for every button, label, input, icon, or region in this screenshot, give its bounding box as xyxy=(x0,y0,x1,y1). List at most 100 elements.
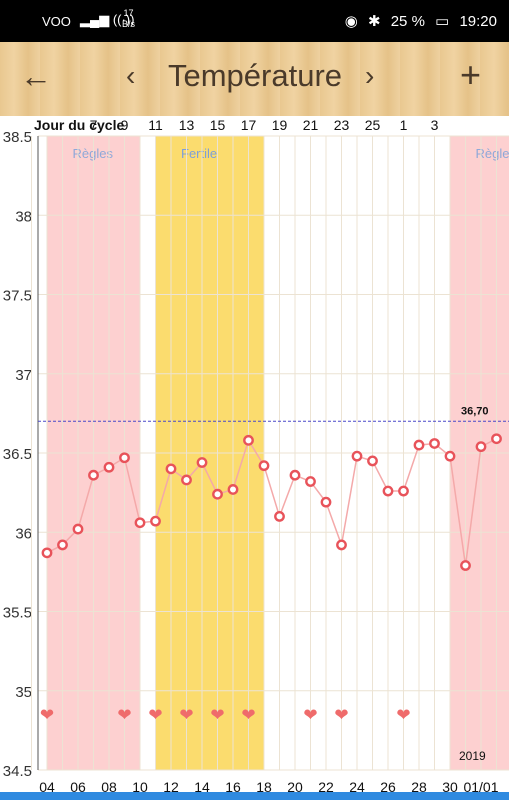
temperature-point[interactable] xyxy=(475,441,487,453)
heart-icon: ❤ xyxy=(303,706,317,725)
date-tick-label: 18 xyxy=(256,779,272,795)
date-tick-label: 01/01 xyxy=(463,779,498,795)
temperature-point[interactable] xyxy=(181,474,192,486)
temperature-point[interactable] xyxy=(227,484,239,495)
temperature-point[interactable] xyxy=(367,455,378,467)
year-label: 2019 xyxy=(459,749,486,763)
cycle-day-label: 15 xyxy=(210,117,226,133)
band-label-period: Règles xyxy=(73,146,114,161)
heart-icon: ❤ xyxy=(241,706,255,725)
y-tick-label: 38 xyxy=(15,208,32,225)
date-tick-label: 26 xyxy=(380,779,396,795)
y-tick-label: 38.5 xyxy=(3,129,32,146)
cycle-header-label: Jour du cycle xyxy=(34,117,124,133)
temperature-point[interactable] xyxy=(165,463,177,475)
temperature-chart[interactable]: RèglesFertileRègles34.53535.53636.53737.… xyxy=(0,116,509,800)
temperature-point[interactable] xyxy=(382,485,394,497)
app-bar: ← ‹ Température › + xyxy=(0,42,509,116)
temperature-point[interactable] xyxy=(320,496,332,508)
y-tick-label: 36 xyxy=(15,525,32,542)
heart-icon: ❤ xyxy=(40,706,54,725)
cycle-day-label: 25 xyxy=(365,117,381,133)
temperature-point[interactable] xyxy=(72,523,84,535)
plus-icon[interactable]: + xyxy=(460,54,482,95)
temperature-point[interactable] xyxy=(289,469,301,481)
band-label-period: Règles xyxy=(476,146,509,161)
date-tick-label: 08 xyxy=(101,779,117,795)
date-tick-label: 20 xyxy=(287,779,303,795)
temperature-point[interactable] xyxy=(196,457,208,468)
date-tick-label: 12 xyxy=(163,779,179,795)
temperature-point[interactable] xyxy=(212,488,223,500)
y-tick-label: 36.5 xyxy=(3,446,32,463)
status-right: ◉ ✱ 25 % ▭ 19:20 xyxy=(339,12,497,30)
temperature-point[interactable] xyxy=(274,510,285,522)
carrier-label: VOO xyxy=(42,14,71,29)
battery-percent: 25 % xyxy=(390,13,425,30)
date-tick-label: 30 xyxy=(442,779,458,795)
heart-icon: ❤ xyxy=(396,706,410,725)
temperature-point[interactable] xyxy=(41,547,53,559)
band-label-fertile: Fertile xyxy=(181,146,217,161)
date-tick-label: 24 xyxy=(349,779,365,795)
heart-icon: ❤ xyxy=(148,706,162,725)
speed-unit: B/s xyxy=(122,19,136,29)
temperature-point[interactable] xyxy=(305,476,316,487)
y-tick-label: 37.5 xyxy=(3,288,32,305)
cycle-day-label: 7 xyxy=(90,117,98,133)
date-tick-label: 14 xyxy=(194,779,210,795)
y-tick-label: 35 xyxy=(15,684,32,701)
temperature-point[interactable] xyxy=(88,469,99,481)
clock: 19:20 xyxy=(459,13,497,30)
bluetooth-icon: ✱ xyxy=(367,13,381,30)
date-tick-label: 10 xyxy=(132,779,148,795)
cycle-day-label: 3 xyxy=(431,117,439,133)
signal-icon: ▂▄▆ ((·)) xyxy=(80,12,135,27)
temperature-point[interactable] xyxy=(150,515,161,527)
temperature-point[interactable] xyxy=(336,539,347,551)
y-tick-label: 34.5 xyxy=(3,763,32,780)
date-tick-label: 16 xyxy=(225,779,241,795)
y-tick-label: 35.5 xyxy=(3,605,32,622)
heart-icon: ❤ xyxy=(334,706,348,725)
coverline-label: 36,70 xyxy=(461,405,489,417)
chevron-left-icon[interactable]: ‹ xyxy=(126,60,136,91)
network-speed: 17 B/s xyxy=(122,8,135,30)
temperature-point[interactable] xyxy=(398,485,409,497)
cycle-day-label: 13 xyxy=(179,117,195,133)
heart-icon: ❤ xyxy=(117,706,131,725)
temperature-point[interactable] xyxy=(243,434,254,446)
date-tick-label: 22 xyxy=(318,779,334,795)
date-tick-label: 06 xyxy=(70,779,86,795)
status-bar: VOO ▂▄▆ ((·)) 17 B/s ◉ ✱ 25 % ▭ 19:20 xyxy=(0,0,509,42)
temperature-point[interactable] xyxy=(258,460,270,472)
speed-value: 17 xyxy=(123,8,134,18)
eye-icon: ◉ xyxy=(344,13,358,30)
arrow-left-icon[interactable]: ← xyxy=(20,58,52,94)
heart-icon: ❤ xyxy=(210,706,224,725)
temperature-point[interactable] xyxy=(134,517,146,529)
temperature-point[interactable] xyxy=(429,438,440,449)
chevron-right-icon[interactable]: › xyxy=(365,60,375,91)
cycle-day-label: 23 xyxy=(334,117,350,133)
temperature-point[interactable] xyxy=(57,539,68,551)
temperature-point[interactable] xyxy=(460,560,471,571)
cycle-day-label: 1 xyxy=(400,117,408,133)
date-tick-label: 04 xyxy=(39,779,55,795)
cycle-day-label: 21 xyxy=(303,117,319,133)
cycle-day-label: 19 xyxy=(272,117,288,133)
battery-icon: ▭ xyxy=(435,13,450,30)
temperature-point[interactable] xyxy=(119,452,130,464)
temperature-point[interactable] xyxy=(351,450,363,462)
temperature-point[interactable] xyxy=(413,439,425,451)
temperature-point[interactable] xyxy=(103,461,115,473)
bottom-strip xyxy=(0,792,509,800)
date-tick-label: 28 xyxy=(411,779,427,795)
cycle-day-label: 11 xyxy=(148,117,163,133)
page-title: Température xyxy=(167,58,343,93)
cycle-day-label: 9 xyxy=(121,117,129,133)
temperature-point[interactable] xyxy=(491,433,502,445)
heart-icon: ❤ xyxy=(179,706,193,725)
y-tick-label: 37 xyxy=(15,367,32,384)
temperature-point[interactable] xyxy=(444,450,456,462)
